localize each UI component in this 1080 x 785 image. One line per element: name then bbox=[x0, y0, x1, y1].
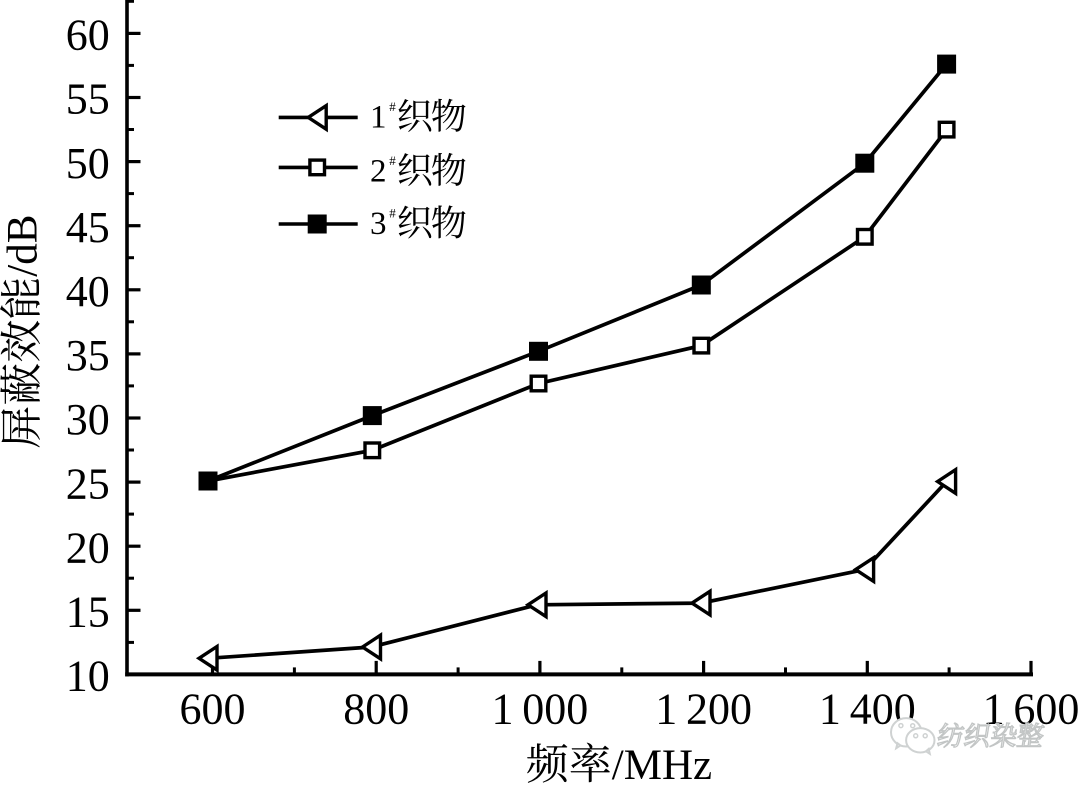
svg-text:25: 25 bbox=[66, 459, 110, 508]
svg-text:600: 600 bbox=[180, 685, 246, 734]
svg-text:3: 3 bbox=[370, 206, 387, 242]
svg-text:40: 40 bbox=[66, 267, 110, 316]
svg-text:45: 45 bbox=[66, 203, 110, 252]
svg-text:800: 800 bbox=[343, 685, 409, 734]
svg-text:/MHz: /MHz bbox=[612, 742, 712, 785]
svg-text:60: 60 bbox=[66, 11, 110, 60]
svg-text:50: 50 bbox=[66, 139, 110, 188]
svg-text:20: 20 bbox=[66, 523, 110, 572]
svg-text:15: 15 bbox=[66, 588, 110, 637]
svg-text:10: 10 bbox=[66, 652, 110, 701]
svg-text:#: # bbox=[389, 153, 396, 168]
svg-text:30: 30 bbox=[66, 395, 110, 444]
svg-text:/dB: /dB bbox=[0, 215, 47, 277]
svg-text:#: # bbox=[389, 99, 396, 114]
svg-text:35: 35 bbox=[66, 331, 110, 380]
svg-text:1 000: 1 000 bbox=[491, 685, 588, 734]
svg-text:55: 55 bbox=[66, 75, 110, 124]
svg-text:1 200: 1 200 bbox=[655, 685, 752, 734]
svg-text:1: 1 bbox=[370, 100, 387, 136]
svg-text:2: 2 bbox=[370, 154, 387, 190]
svg-text:#: # bbox=[389, 206, 396, 221]
